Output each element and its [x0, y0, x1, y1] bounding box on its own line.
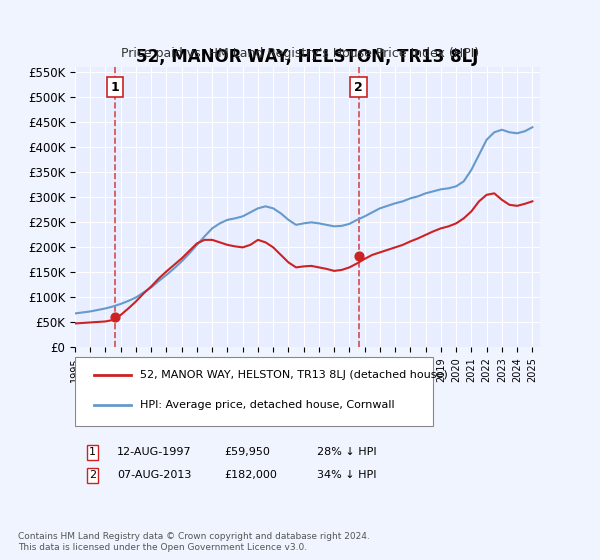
Text: 2: 2 [354, 81, 363, 94]
Title: 52, MANOR WAY, HELSTON, TR13 8LJ: 52, MANOR WAY, HELSTON, TR13 8LJ [136, 48, 479, 66]
Text: 2: 2 [89, 470, 96, 480]
FancyBboxPatch shape [75, 357, 433, 426]
Text: £182,000: £182,000 [224, 470, 277, 480]
Text: £59,950: £59,950 [224, 447, 269, 458]
Text: Price paid vs. HM Land Registry's House Price Index (HPI): Price paid vs. HM Land Registry's House … [121, 46, 479, 60]
Text: 07-AUG-2013: 07-AUG-2013 [117, 470, 191, 480]
Text: 1: 1 [110, 81, 119, 94]
Text: Contains HM Land Registry data © Crown copyright and database right 2024.
This d: Contains HM Land Registry data © Crown c… [18, 532, 370, 552]
Text: 1: 1 [89, 447, 96, 458]
Text: 34% ↓ HPI: 34% ↓ HPI [317, 470, 376, 480]
Text: HPI: Average price, detached house, Cornwall: HPI: Average price, detached house, Corn… [140, 400, 395, 410]
Point [110, 313, 119, 322]
Text: 52, MANOR WAY, HELSTON, TR13 8LJ (detached house): 52, MANOR WAY, HELSTON, TR13 8LJ (detach… [140, 370, 448, 380]
Point [354, 252, 364, 261]
Text: 28% ↓ HPI: 28% ↓ HPI [317, 447, 376, 458]
Text: 12-AUG-1997: 12-AUG-1997 [117, 447, 191, 458]
